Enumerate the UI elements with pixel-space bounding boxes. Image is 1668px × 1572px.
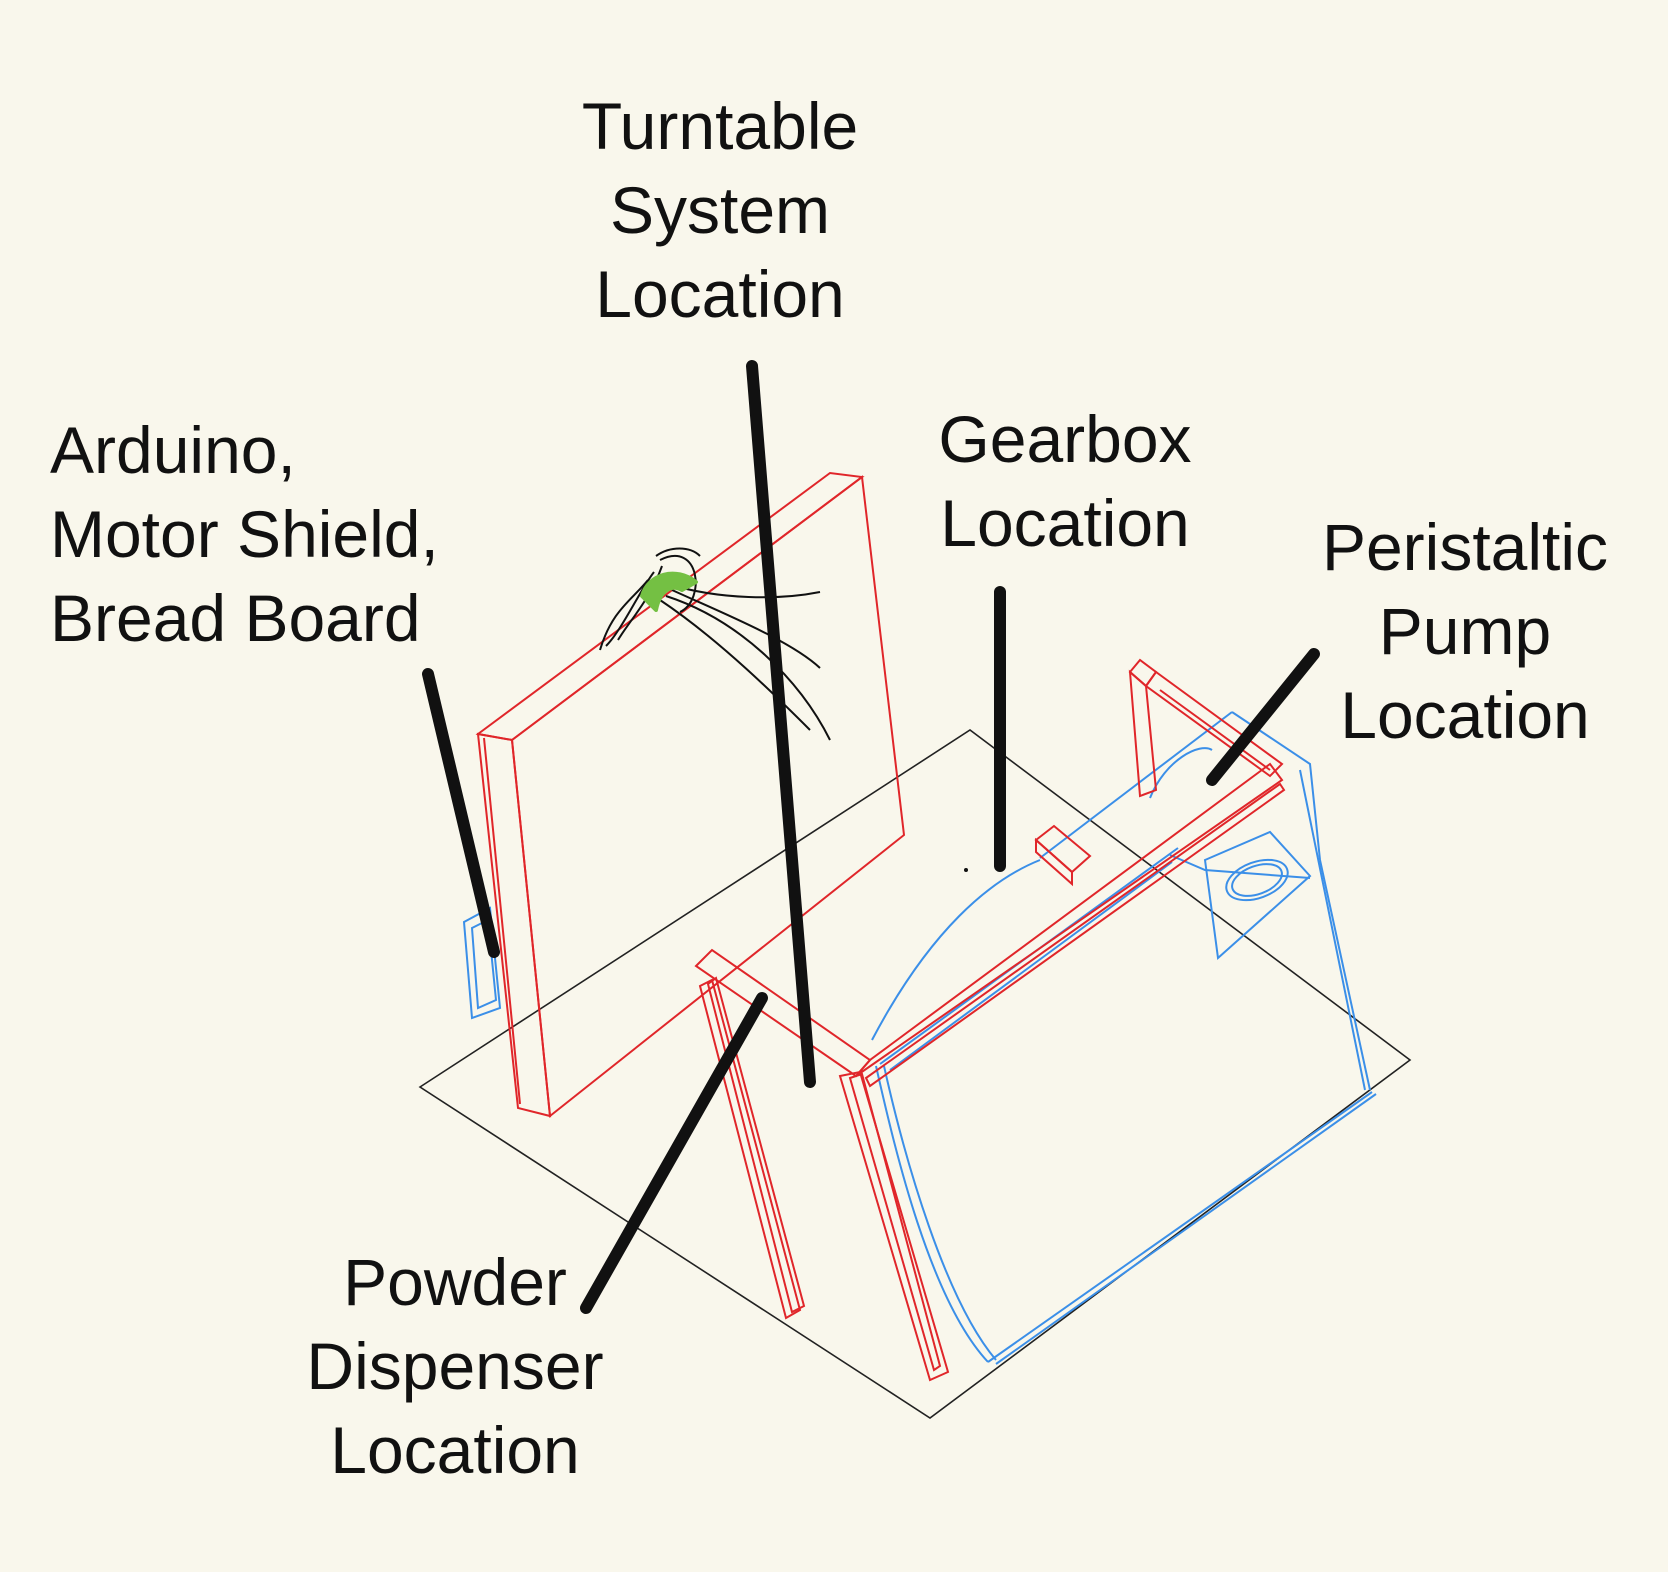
label-line: Peristaltic [1321, 510, 1609, 584]
leader-arduino [422, 668, 500, 958]
label-pump: Peristaltic Pump Location [1285, 505, 1645, 757]
upright-board [475, 471, 906, 1118]
label-line: Bread Board [50, 581, 421, 655]
label-line: Arduino, [50, 413, 296, 487]
label-line: Dispenser [306, 1329, 604, 1403]
front-frame [694, 658, 1286, 1382]
label-turntable: Turntable System Location [520, 84, 920, 336]
gearbox-housing [871, 711, 1377, 1365]
wire-bundle [599, 547, 831, 741]
leader-pump [1206, 648, 1320, 786]
label-line: System [609, 173, 831, 247]
label-line: Location [330, 1413, 580, 1487]
label-line: Gearbox [938, 402, 1192, 476]
leader-powder [580, 992, 768, 1314]
marker-dot [964, 868, 968, 872]
label-arduino: Arduino, Motor Shield, Bread Board [50, 408, 530, 660]
leader-turntable [746, 360, 816, 1088]
label-powder: Powder Dispenser Location [265, 1240, 645, 1492]
leader-lines [422, 360, 1320, 1314]
label-gearbox: Gearbox Location [905, 397, 1225, 565]
label-line: Pump [1378, 594, 1552, 668]
label-line: Motor Shield, [50, 497, 439, 571]
label-line: Powder [343, 1245, 567, 1319]
label-line: Location [1340, 678, 1590, 752]
label-line: Turntable [581, 89, 859, 163]
connector-icon [640, 571, 698, 612]
label-line: Location [940, 486, 1190, 560]
label-line: Location [595, 257, 845, 331]
